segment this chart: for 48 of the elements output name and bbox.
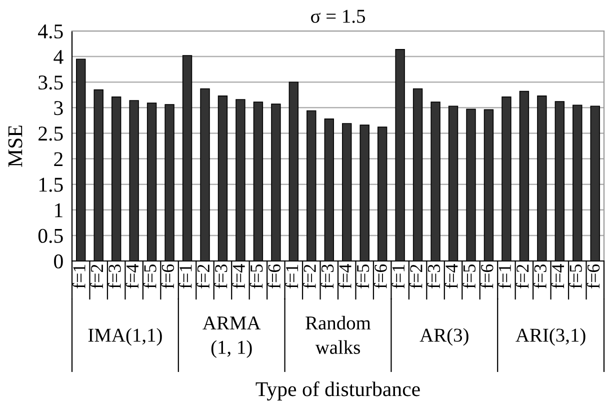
y-axis-title: MSE <box>8 126 22 167</box>
x-tick-label: f=2 <box>196 264 210 288</box>
x-tick-label: f=1 <box>285 264 298 288</box>
x-tick-label: f=6 <box>161 264 174 288</box>
y-tick-label: 3 <box>54 101 63 116</box>
x-tick-label: f=3 <box>320 264 334 288</box>
x-tick-label: f=5 <box>462 264 476 288</box>
y-tick-label: 1.5 <box>39 178 63 192</box>
x-tick-label: f=1 <box>72 264 86 288</box>
chart-title: σ = 1.5 <box>311 10 365 23</box>
text: AR(3) <box>420 328 468 346</box>
x-tick-label: f=1 <box>178 264 192 288</box>
x-tick-label: f=3 <box>427 264 440 288</box>
x-tick-label: f=3 <box>108 264 121 288</box>
y-tick-label: 0.5 <box>38 228 63 243</box>
x-tick-label: f=5 <box>356 264 370 288</box>
y-tick-label: 3.5 <box>38 76 63 90</box>
x-tick-label: f=5 <box>569 264 582 288</box>
y-tick-label: 4 <box>54 50 64 64</box>
x-tick-label: f=4 <box>338 264 352 288</box>
x-tick-label: f=6 <box>480 264 494 288</box>
y-tick-label: 0 <box>54 254 63 268</box>
y-tick-label: 1 <box>55 203 62 218</box>
x-axis-title: Type of disturbance <box>256 381 420 401</box>
x-tick-label: f=2 <box>90 264 103 288</box>
x-tick-label: f=1 <box>392 264 404 288</box>
y-tick-label: 2.5 <box>38 126 63 141</box>
x-tick-label: f=5 <box>143 264 156 288</box>
x-tick-label: f=4 <box>232 264 245 288</box>
x-tick-label: f=4 <box>444 264 458 288</box>
x-tick-label: f=6 <box>374 264 387 288</box>
text: ARI(3,1) <box>516 328 586 346</box>
x-tick-label: f=3 <box>534 264 546 288</box>
text: ARMA (1, 1) <box>202 316 261 358</box>
x-tick-label: f=4 <box>551 264 564 288</box>
x-tick-label: f=2 <box>303 264 316 288</box>
x-tick-label: f=3 <box>214 264 228 288</box>
x-tick-label: f=4 <box>126 264 138 288</box>
text: IMA(1,1) <box>88 328 162 346</box>
x-tick-label: f=2 <box>409 264 422 288</box>
y-tick-label: 2 <box>54 152 63 166</box>
x-tick-label: f=5 <box>250 264 263 288</box>
x-tick-label: f=2 <box>516 264 529 288</box>
x-tick-label: f=6 <box>586 264 600 288</box>
y-tick-label: 4.5 <box>38 24 63 39</box>
text: Random walks <box>306 316 371 354</box>
x-tick-label: f=1 <box>498 264 511 288</box>
x-tick-label: f=6 <box>268 264 280 288</box>
